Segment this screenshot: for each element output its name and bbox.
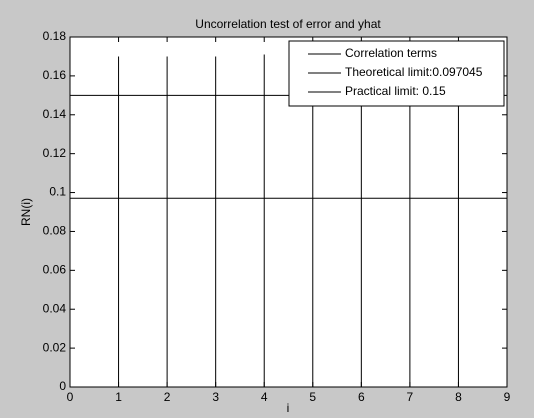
- x-axis-label: i: [287, 401, 290, 415]
- x-tick-label: 5: [309, 390, 316, 404]
- y-tick-label: 0.02: [43, 340, 67, 354]
- y-tick-label: 0: [59, 379, 66, 393]
- y-tick-label: 0.14: [43, 107, 67, 121]
- y-tick-label: 0.18: [43, 29, 67, 43]
- x-tick-label: 0: [67, 390, 74, 404]
- x-tick-label: 7: [407, 390, 414, 404]
- y-tick-label: 0.08: [43, 224, 67, 238]
- x-tick-label: 2: [164, 390, 171, 404]
- legend-label: Correlation terms: [345, 46, 437, 60]
- y-axis-label: RN(i): [19, 198, 33, 226]
- y-tick-label: 0.12: [43, 146, 67, 160]
- x-tick-label: 3: [212, 390, 219, 404]
- x-tick-label: 9: [504, 390, 511, 404]
- x-tick-label: 8: [455, 390, 462, 404]
- y-tick-label: 0.16: [43, 68, 67, 82]
- legend-label: Theoretical limit:0.097045: [345, 65, 483, 79]
- x-tick-label: 6: [358, 390, 365, 404]
- y-tick-label: 0.04: [43, 301, 67, 315]
- x-tick-label: 1: [115, 390, 122, 404]
- y-tick-label: 0.06: [43, 263, 67, 277]
- legend-label: Practical limit: 0.15: [345, 84, 446, 98]
- y-tick-label: 0.1: [49, 185, 66, 199]
- x-tick-label: 4: [261, 390, 268, 404]
- chart-title: Uncorrelation test of error and yhat: [195, 17, 381, 31]
